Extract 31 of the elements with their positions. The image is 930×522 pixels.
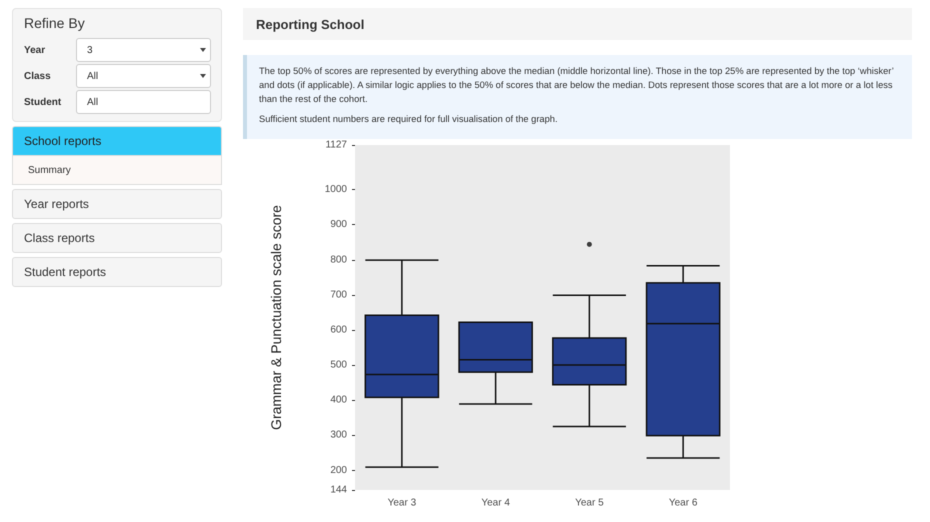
x-tick-label: Year 5 [575, 498, 604, 508]
chart-title: Reporting School [243, 8, 912, 40]
y-tick-label: 900 [330, 219, 348, 230]
x-tick-label: Year 6 [668, 498, 698, 508]
text: Sufficient student numbers are required for full visualisation of the graph. [259, 113, 559, 126]
y-tick-label: 800 [330, 254, 348, 266]
y-tick-label: 144 [330, 484, 348, 496]
text: School reports [12, 126, 222, 156]
y-tick-label: 200 [330, 464, 348, 476]
text: Student [24, 96, 62, 108]
x-tick-label: Year 3 [388, 498, 417, 508]
x-tick-label: Year 4 [481, 498, 510, 508]
text-field: All [76, 90, 211, 114]
select-field: All [76, 64, 211, 88]
y-tick-label: 500 [330, 360, 348, 371]
text: Summary [12, 156, 222, 185]
text: Year [24, 44, 46, 56]
select-field: 3 [76, 38, 211, 62]
y-tick-label: 1127 [325, 140, 348, 150]
y-tick-label: 300 [330, 430, 348, 441]
y-tick-label: 700 [330, 289, 348, 300]
y-tick-label: 400 [330, 394, 348, 406]
text: Year reports [12, 189, 222, 219]
chart-subtitle: The top 50% of scores are represented by everything above the median (middle horizontal line). Those in the top 25% are represented by the top ‘whisker’ and dots (if applicable). A similar logic applies to the 50% of scores that are below the median. Dots represent those scores that are a lot more or a lot less than the rest of the cohort. [259, 65, 894, 106]
text: Class [24, 70, 52, 82]
y-tick-label: 600 [330, 324, 348, 336]
text: Refine By [24, 15, 86, 31]
y-tick-label: 1000 [324, 184, 348, 196]
text: Class reports [12, 223, 222, 253]
text: Student reports [12, 257, 222, 287]
y-axis-title: Grammar & Punctuation scale score [268, 204, 284, 430]
